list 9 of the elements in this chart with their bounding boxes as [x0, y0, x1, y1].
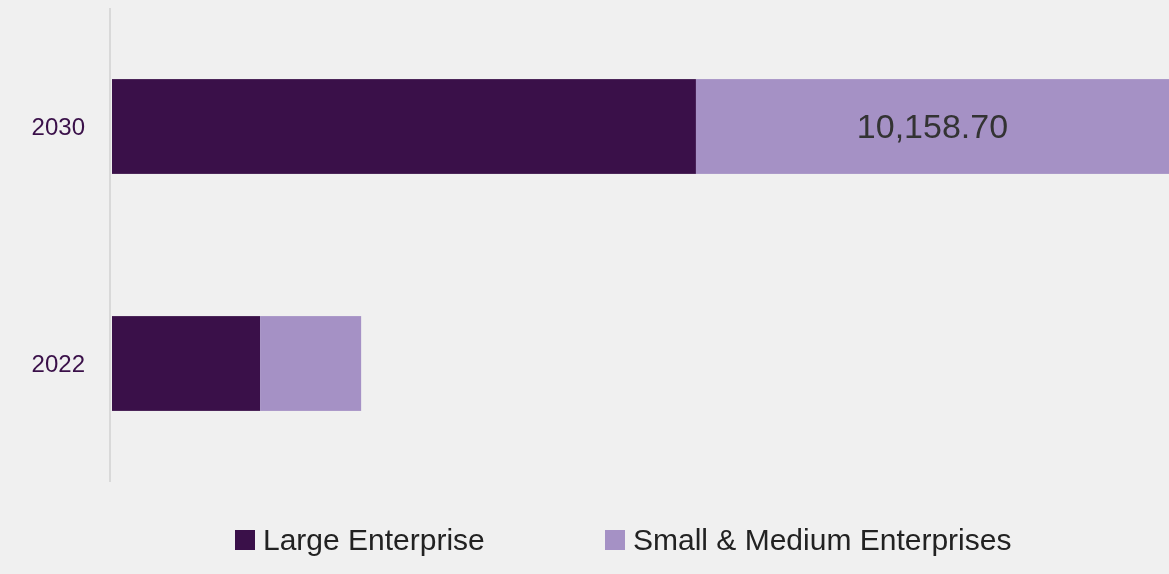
- bar: [695, 79, 1169, 174]
- bar: [112, 316, 261, 411]
- data-label: 10,158.70: [856, 107, 1009, 146]
- legend-label: Large Enterprise: [263, 523, 485, 556]
- y-tick-label: 2022: [31, 349, 85, 377]
- bar: [112, 79, 696, 174]
- legend-label: Small & Medium Enterprises: [633, 523, 1012, 556]
- bar: [260, 316, 362, 411]
- y-tick-label: 2030: [31, 112, 85, 140]
